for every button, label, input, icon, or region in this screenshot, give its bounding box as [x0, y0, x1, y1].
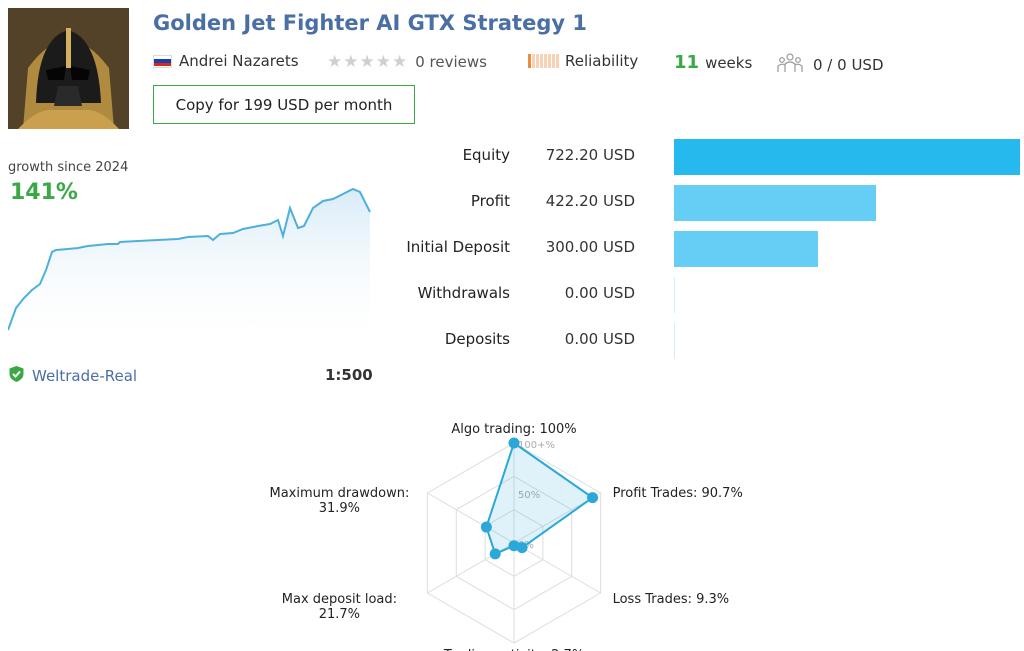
radar-axis-label: 21.7% [319, 607, 360, 622]
profit-bar [674, 185, 876, 221]
growth-chart[interactable] [8, 180, 374, 335]
growth-line [8, 187, 371, 331]
growth-value: 141% [10, 180, 78, 205]
radar-axis-label: Loss Trades: 9.3% [613, 592, 730, 607]
shield-check-icon [8, 365, 25, 387]
deposits-label: Deposits [444, 330, 510, 348]
growth-area [8, 189, 370, 335]
growth-label: growth since 2024 [8, 160, 129, 175]
reliability-indicator[interactable]: Reliability [528, 52, 638, 70]
avatar-image [8, 8, 129, 129]
radar-scale-label: 100+% [518, 440, 555, 451]
subscribers-icon [777, 52, 803, 78]
reliability-bars-icon [528, 54, 559, 68]
radar-axis-label: Trading activity: 2.7% [443, 648, 584, 651]
radar-data-area [485, 441, 595, 556]
leverage-value: 1:500 [325, 366, 373, 384]
initial-deposit-label: Initial Deposit [406, 238, 510, 256]
withdrawals-bar [674, 277, 675, 313]
author-name: Andrei Nazarets [179, 52, 299, 70]
radar-point [508, 540, 520, 552]
radar-spoke [513, 542, 601, 594]
reviews-count: 0 reviews [415, 53, 487, 71]
radar-axis-label: Profit Trades: 90.7% [613, 486, 743, 501]
broker-name: Weltrade-Real [32, 367, 138, 385]
author-link[interactable]: Andrei Nazarets [153, 52, 299, 70]
radar-axis-label: 31.9% [319, 501, 360, 516]
deposits-bar [674, 323, 675, 359]
radar-scale-label: 50% [518, 490, 540, 501]
russia-flag-icon [153, 54, 172, 68]
copy-subscribe-button[interactable]: Copy for 199 USD per month [153, 85, 415, 124]
radar-chart[interactable]: 100+%50%0%Algo trading: 100%Profit Trade… [270, 412, 760, 651]
radar-axis-label: Max deposit load: [282, 592, 397, 607]
radar-point [480, 521, 492, 533]
broker-link[interactable]: Weltrade-Real [8, 365, 137, 387]
radar-axis-label: Maximum drawdown: [270, 486, 409, 501]
radar-spoke [427, 492, 515, 544]
reviews-link[interactable]: ★★★★★ 0 reviews [327, 52, 487, 72]
radar-point [489, 548, 501, 560]
profit-label: Profit [470, 192, 510, 210]
subscribers-value: 0 / 0 USD [813, 56, 884, 74]
radar-point [587, 492, 599, 504]
radar-axis-label: Algo trading: 100% [451, 422, 576, 437]
equity-bar [674, 139, 1020, 175]
deposits-value: 0.00 USD [564, 330, 635, 348]
profit-value: 422.20 USD [545, 192, 635, 210]
subscribers-indicator[interactable]: 0 / 0 USD [777, 52, 884, 78]
initial-deposit-value: 300.00 USD [545, 238, 635, 256]
strategy-title[interactable]: Golden Jet Fighter AI GTX Strategy 1 [153, 11, 587, 35]
star-rating-icon: ★★★★★ [327, 52, 409, 72]
initial-deposit-bar [674, 231, 818, 267]
equity-label: Equity [462, 146, 510, 164]
reliability-label: Reliability [565, 52, 639, 70]
author-avatar[interactable] [8, 8, 129, 129]
weeks-value: 11 [674, 52, 700, 73]
equity-value: 722.20 USD [545, 146, 635, 164]
weeks-label: weeks [705, 53, 753, 72]
radar-point [508, 437, 520, 449]
withdrawals-label: Withdrawals [417, 284, 510, 302]
withdrawals-value: 0.00 USD [564, 284, 635, 302]
weeks-indicator: 11 weeks [674, 52, 752, 73]
